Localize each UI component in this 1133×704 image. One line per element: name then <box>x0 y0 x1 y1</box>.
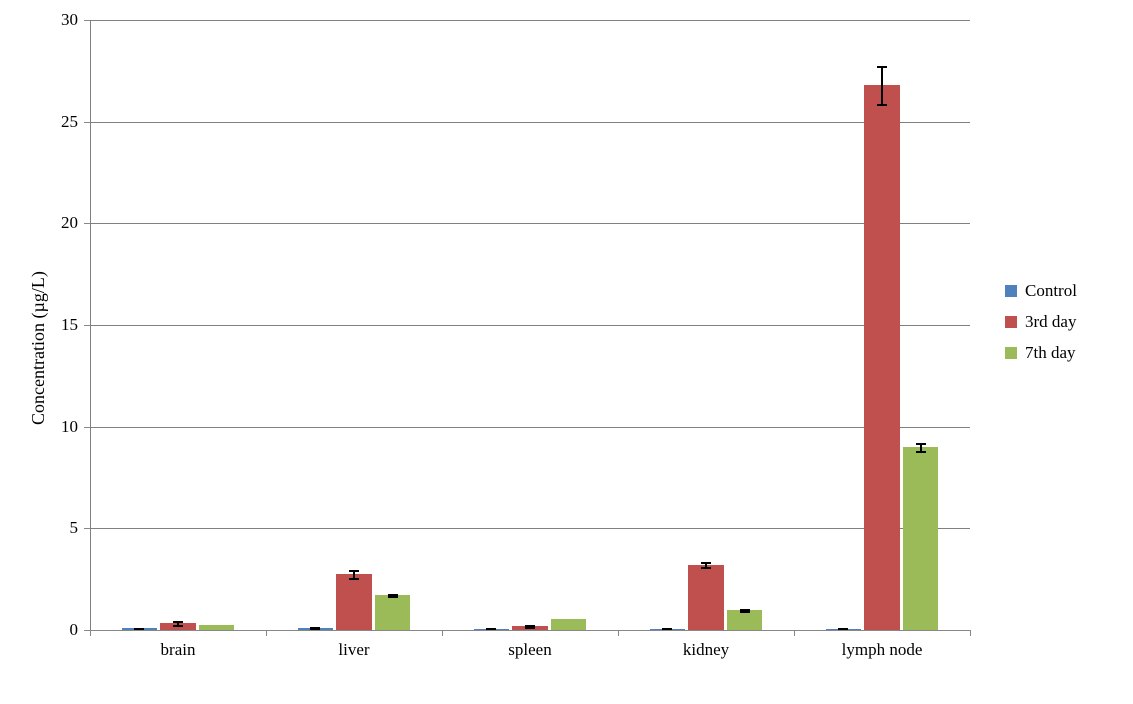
legend-swatch <box>1005 285 1017 297</box>
xtick-mark <box>266 630 267 636</box>
ytick-mark <box>84 528 90 529</box>
error-cap <box>740 611 750 613</box>
legend-item: 3rd day <box>1005 312 1077 332</box>
gridline <box>90 20 970 21</box>
gridline <box>90 325 970 326</box>
xtick-label: kidney <box>683 640 729 660</box>
error-cap <box>388 596 398 598</box>
error-cap <box>173 625 183 627</box>
error-cap <box>877 66 887 68</box>
chart-container: Concentration (µg/L) Control 3rd day 7th d… <box>0 0 1133 704</box>
error-cap <box>349 570 359 572</box>
legend-item: Control <box>1005 281 1077 301</box>
error-cap <box>701 562 711 564</box>
y-axis-line <box>90 20 91 630</box>
bar <box>551 619 586 630</box>
bar <box>336 574 371 630</box>
legend-label: Control <box>1025 281 1077 301</box>
gridline <box>90 223 970 224</box>
error-cap <box>173 621 183 623</box>
xtick-label: spleen <box>508 640 551 660</box>
ytick-mark <box>84 20 90 21</box>
error-cap <box>877 104 887 106</box>
ytick-mark <box>84 223 90 224</box>
xtick-label: liver <box>338 640 369 660</box>
plot-area <box>90 20 970 630</box>
gridline <box>90 427 970 428</box>
error-cap <box>349 578 359 580</box>
legend: Control 3rd day 7th day <box>1005 270 1077 374</box>
bar <box>375 595 410 630</box>
error-cap <box>916 451 926 453</box>
legend-swatch <box>1005 316 1017 328</box>
y-axis-label: Concentration (µg/L) <box>28 271 49 425</box>
bar <box>864 85 899 630</box>
xtick-mark <box>442 630 443 636</box>
legend-swatch <box>1005 347 1017 359</box>
error-cap <box>916 443 926 445</box>
gridline <box>90 528 970 529</box>
x-axis-line <box>90 630 970 631</box>
legend-item: 7th day <box>1005 343 1077 363</box>
bar <box>903 447 938 630</box>
xtick-mark <box>794 630 795 636</box>
legend-label: 3rd day <box>1025 312 1076 332</box>
error-cap <box>525 627 535 629</box>
xtick-label: lymph node <box>842 640 923 660</box>
ytick-mark <box>84 325 90 326</box>
xtick-label: brain <box>161 640 196 660</box>
ytick-mark <box>84 427 90 428</box>
ytick-mark <box>84 122 90 123</box>
gridline <box>90 122 970 123</box>
error-cap <box>701 567 711 569</box>
bar <box>727 610 762 630</box>
xtick-mark <box>970 630 971 636</box>
xtick-mark <box>90 630 91 636</box>
legend-label: 7th day <box>1025 343 1076 363</box>
xtick-mark <box>618 630 619 636</box>
error-bar <box>881 66 883 105</box>
bar <box>688 565 723 630</box>
